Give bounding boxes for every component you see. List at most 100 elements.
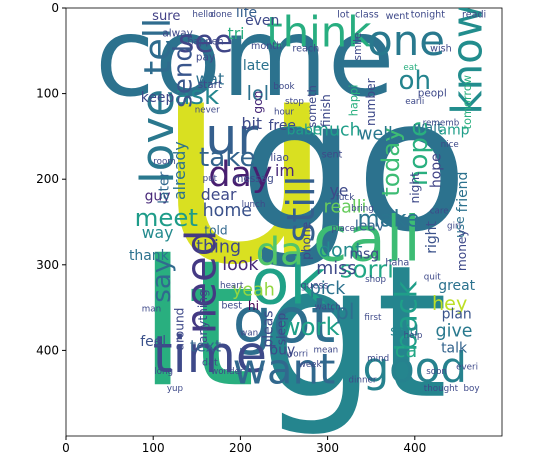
- word-class: class: [355, 9, 379, 20]
- word-need: need: [177, 230, 226, 335]
- word-sleep: sleep: [274, 313, 288, 346]
- word-happi: happi: [347, 85, 361, 117]
- word-ye: ye: [329, 181, 348, 200]
- word-pick: pick: [310, 279, 347, 299]
- word-eat: eat: [403, 63, 418, 73]
- word-lunch: lunch: [242, 200, 266, 210]
- word-night: night: [408, 172, 422, 204]
- word-today: today: [376, 127, 405, 196]
- word-reach: reach: [292, 44, 319, 55]
- word-use: use: [453, 216, 467, 238]
- word-lot: lot: [337, 9, 350, 20]
- word-talk: talk: [441, 341, 468, 357]
- word-month: month: [251, 41, 282, 52]
- word-even: even: [245, 13, 279, 29]
- word-way: way: [142, 223, 174, 242]
- word-shop: shop: [365, 275, 386, 285]
- word-tonight: tonight: [411, 9, 445, 20]
- word-long: long: [154, 367, 173, 377]
- word-week: week: [299, 360, 323, 370]
- word-yeah: yeah: [232, 280, 275, 300]
- word-readi: readi: [462, 9, 486, 20]
- axis-ticks: 0 100 200 300 400 0 100 200 300 400: [36, 1, 426, 455]
- word-great: great: [438, 278, 475, 294]
- word-gon: gon: [251, 91, 265, 114]
- word-phone: phone: [300, 222, 314, 260]
- word-haha: haha: [385, 258, 409, 269]
- word-ur: ur: [205, 107, 258, 166]
- word-mind: mind: [367, 354, 389, 364]
- plot-area: [65, 7, 503, 437]
- word-free: free: [269, 118, 296, 134]
- word-sure: sure: [152, 9, 180, 24]
- word-best: best: [221, 300, 242, 311]
- word-stop: stop: [285, 97, 304, 107]
- word-wait: wait: [413, 120, 443, 136]
- word-give: give: [436, 322, 473, 342]
- x-tick-label: 0: [62, 441, 70, 455]
- word-yup: yup: [167, 384, 184, 394]
- word-say: say: [147, 258, 177, 303]
- word-feel: feel: [140, 334, 166, 350]
- word-bit: bit: [242, 114, 262, 133]
- word-got: got: [233, 284, 336, 357]
- word-look: look: [222, 255, 259, 275]
- word-home: home: [203, 201, 252, 221]
- word-sorri: sorri: [340, 255, 394, 284]
- word-peopl: peopl: [418, 88, 447, 100]
- word-liao: liao: [270, 152, 289, 164]
- word-see: see: [178, 24, 233, 60]
- word-u: u: [154, 0, 336, 328]
- word-told: told: [204, 224, 227, 238]
- word-pleas: pleas: [260, 310, 276, 347]
- word-keep: keep: [141, 90, 175, 106]
- word-book: book: [273, 82, 295, 92]
- word-start: start: [198, 79, 222, 91]
- word-babe: babe: [287, 122, 322, 138]
- word-done: done: [210, 10, 232, 20]
- word-worri: worri: [286, 350, 308, 360]
- word-good: good: [363, 343, 467, 392]
- word-one: one: [367, 16, 445, 65]
- word-lt: lt: [138, 223, 255, 426]
- word-man: man: [142, 304, 161, 314]
- word-ok: ok: [251, 245, 326, 318]
- word-leav: leav: [355, 218, 384, 234]
- word-girl: girl: [447, 221, 461, 231]
- word-alway: alway: [162, 28, 192, 40]
- word-rememb: rememb: [423, 119, 460, 129]
- word-room: room: [153, 157, 176, 167]
- x-tick-label: 400: [403, 441, 426, 455]
- word-oh: oh: [399, 66, 432, 96]
- word-pay: pay: [196, 52, 215, 64]
- word-take: take: [199, 143, 256, 173]
- word-make: make: [358, 206, 420, 232]
- word-smile: smile: [352, 33, 364, 61]
- word-back: back: [389, 280, 424, 351]
- word-realli: realli: [324, 197, 367, 217]
- word-guy: guy: [145, 188, 171, 204]
- word-dinner: dinner: [348, 375, 376, 385]
- word-first: first: [364, 313, 382, 323]
- word-help: help: [404, 331, 423, 341]
- word-work: work: [281, 312, 341, 341]
- word-buy: buy: [269, 342, 295, 358]
- word-wan: wan: [240, 328, 258, 338]
- word-later: later: [157, 171, 173, 203]
- word-money: money: [455, 229, 469, 271]
- word-fuck: fuck: [336, 193, 355, 203]
- word-place: place: [332, 224, 355, 234]
- word-heart: heart: [220, 281, 244, 291]
- y-tick-label: 100: [36, 87, 59, 101]
- word-want: want: [233, 345, 336, 394]
- word-think: think: [266, 7, 372, 56]
- x-tick-label: 300: [316, 441, 339, 455]
- x-tick-label: 100: [142, 441, 165, 455]
- word-number: number: [364, 77, 378, 126]
- word-went: went: [386, 11, 410, 22]
- word-hello: hello: [192, 10, 213, 20]
- word-guess: guess: [301, 281, 329, 292]
- word-hope: hope: [429, 153, 445, 188]
- word-soon: soon: [426, 367, 447, 377]
